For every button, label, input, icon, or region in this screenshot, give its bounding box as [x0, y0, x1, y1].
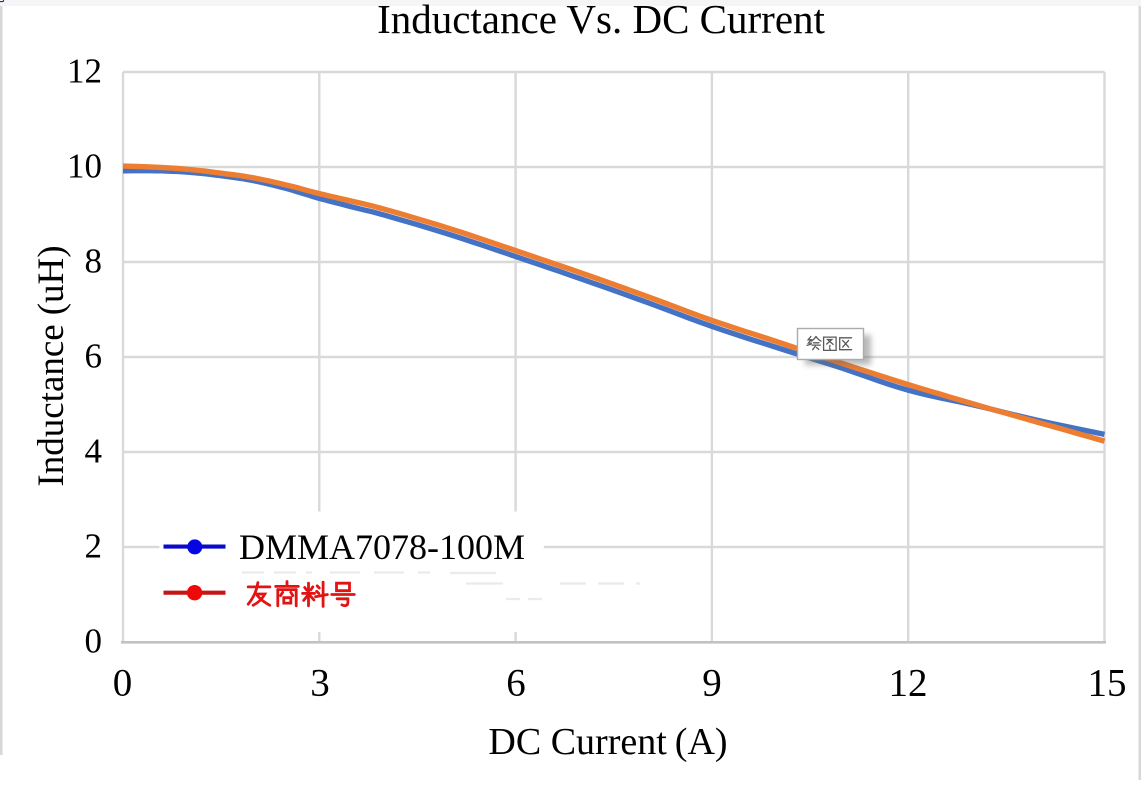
- svg-text:6: 6: [85, 337, 103, 376]
- svg-text:6: 6: [506, 662, 526, 705]
- svg-text:0: 0: [85, 622, 103, 661]
- svg-text:3: 3: [310, 662, 330, 705]
- svg-text:DC Current(A): DC Current(A): [488, 721, 727, 763]
- svg-text:12: 12: [889, 662, 928, 705]
- svg-text:2: 2: [85, 527, 103, 566]
- svg-text:0: 0: [113, 662, 133, 705]
- svg-text:Inductance Vs. DC Current: Inductance Vs. DC Current: [377, 0, 825, 42]
- svg-text:DMMA7078-100M: DMMA7078-100M: [239, 527, 525, 567]
- svg-text:10: 10: [67, 147, 102, 186]
- svg-text:15: 15: [1088, 662, 1127, 705]
- svg-text:8: 8: [85, 242, 103, 281]
- svg-text:12: 12: [67, 52, 102, 91]
- svg-text:4: 4: [85, 432, 103, 471]
- svg-text:9: 9: [702, 662, 722, 705]
- svg-text:Inductance(uH): Inductance(uH): [31, 245, 72, 486]
